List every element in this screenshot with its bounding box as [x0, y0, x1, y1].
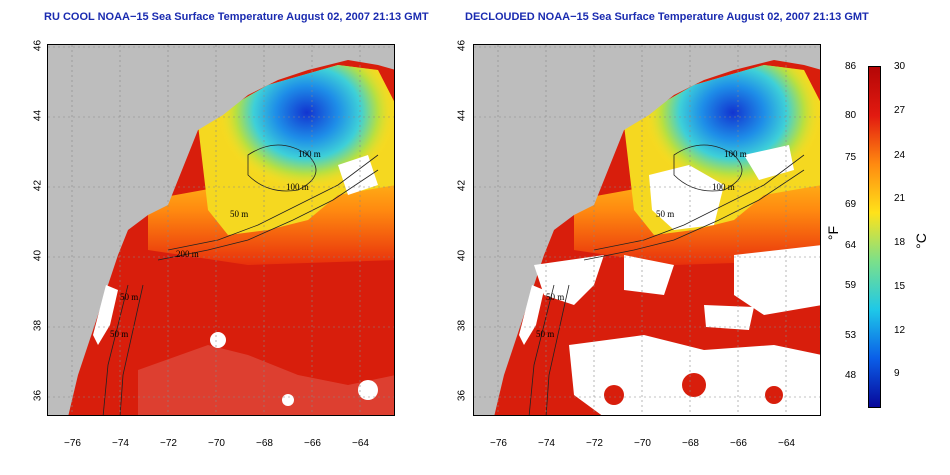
warm-patch — [682, 373, 706, 397]
contour-label: 100 m — [712, 182, 735, 192]
f-tick-label: 53 — [845, 330, 857, 341]
x-tick-label: −72 — [586, 438, 603, 449]
cloud-patch — [210, 332, 226, 348]
x-tick-label: −64 — [778, 438, 795, 449]
contour-label: 200 m — [176, 249, 199, 259]
contour-label: 50 m — [110, 329, 128, 339]
grid-lines — [474, 45, 820, 415]
bathymetry-contour — [157, 169, 379, 261]
chesapeake-bay — [519, 285, 544, 345]
y-tick-label: 42 — [32, 179, 44, 192]
y-tick-label: 40 — [32, 249, 44, 262]
y-tick-label: 36 — [456, 389, 468, 402]
f-tick-label: 80 — [845, 110, 857, 121]
c-tick-label: 21 — [894, 193, 906, 204]
y-tick-label: 38 — [456, 319, 468, 332]
y-tick-label: 46 — [456, 39, 468, 52]
bathymetry-contour — [119, 284, 144, 415]
x-tick-label: −72 — [160, 438, 177, 449]
f-tick-label: 75 — [845, 152, 857, 163]
land-mass — [474, 45, 820, 415]
x-tick-label: −74 — [112, 438, 129, 449]
left-map-title: RU COOL NOAA−15 Sea Surface Temperature … — [44, 11, 429, 23]
grid-lines — [48, 45, 394, 415]
c-tick-label: 30 — [894, 61, 906, 72]
contour-label: 50 m — [120, 292, 138, 302]
bathymetry-contour — [545, 284, 570, 415]
masked-region — [534, 255, 604, 305]
y-tick-label: 40 — [456, 249, 468, 262]
contour-label: 50 m — [656, 209, 674, 219]
c-tick-label: 15 — [894, 281, 906, 292]
contour-label: 100 m — [286, 182, 309, 192]
chesapeake-bay — [93, 285, 118, 345]
bathymetry-contour — [167, 154, 379, 251]
declouded-sst-map: 100 m 100 m 50 m 50 m 50 m — [473, 44, 821, 416]
bathymetry-contour — [528, 284, 555, 415]
y-tick-label: 42 — [456, 179, 468, 192]
y-tick-label: 38 — [32, 319, 44, 332]
masked-region — [704, 305, 754, 330]
y-tick-label: 44 — [32, 109, 44, 122]
warm-patch — [604, 385, 624, 405]
x-tick-label: −70 — [634, 438, 651, 449]
f-tick-label: 48 — [845, 370, 857, 381]
bathymetry-contour — [102, 284, 129, 415]
cold-water-area — [198, 65, 394, 235]
raw-sst-map: 100 m 100 m 50 m 200 m 50 m 50 m — [47, 44, 395, 416]
x-tick-label: −66 — [730, 438, 747, 449]
warm-patch — [765, 386, 783, 404]
contour-label: 50 m — [546, 292, 564, 302]
bathymetry-contour — [583, 169, 805, 261]
cloud-patch — [338, 155, 378, 195]
masked-region — [734, 245, 820, 315]
c-tick-label: 24 — [894, 150, 906, 161]
bathymetry-contour — [673, 144, 743, 192]
x-tick-label: −66 — [304, 438, 321, 449]
contour-label: 100 m — [298, 149, 321, 159]
f-tick-label: 64 — [845, 240, 857, 251]
cloud-patch — [358, 380, 378, 400]
x-tick-label: −74 — [538, 438, 555, 449]
cloud-haze — [138, 345, 394, 415]
x-tick-label: −68 — [256, 438, 273, 449]
f-tick-label: 69 — [845, 199, 857, 210]
fahrenheit-unit-label: °F — [825, 225, 842, 241]
c-tick-label: 18 — [894, 237, 906, 248]
y-tick-label: 44 — [456, 109, 468, 122]
y-tick-label: 46 — [32, 39, 44, 52]
bathymetry-contour — [247, 144, 317, 192]
x-tick-label: −68 — [682, 438, 699, 449]
contour-label: 50 m — [536, 329, 554, 339]
land-mass — [48, 45, 394, 415]
c-tick-label: 12 — [894, 325, 906, 336]
right-map-title: DECLOUDED NOAA−15 Sea Surface Temperatur… — [465, 11, 869, 23]
x-tick-label: −64 — [352, 438, 369, 449]
x-tick-label: −76 — [64, 438, 81, 449]
celsius-unit-label: °C — [912, 233, 929, 249]
c-tick-label: 9 — [894, 368, 900, 379]
masked-region — [744, 145, 794, 180]
f-tick-label: 86 — [845, 61, 857, 72]
cloud-patch — [282, 394, 294, 406]
x-tick-label: −76 — [490, 438, 507, 449]
temperature-colorbar — [868, 66, 881, 408]
masked-region — [624, 255, 674, 295]
bathymetry-contour — [593, 154, 805, 251]
masked-region — [649, 165, 724, 230]
c-tick-label: 27 — [894, 105, 906, 116]
f-tick-label: 59 — [845, 280, 857, 291]
y-tick-label: 36 — [32, 389, 44, 402]
contour-label: 50 m — [230, 209, 248, 219]
x-tick-label: −70 — [208, 438, 225, 449]
contour-label: 100 m — [724, 149, 747, 159]
